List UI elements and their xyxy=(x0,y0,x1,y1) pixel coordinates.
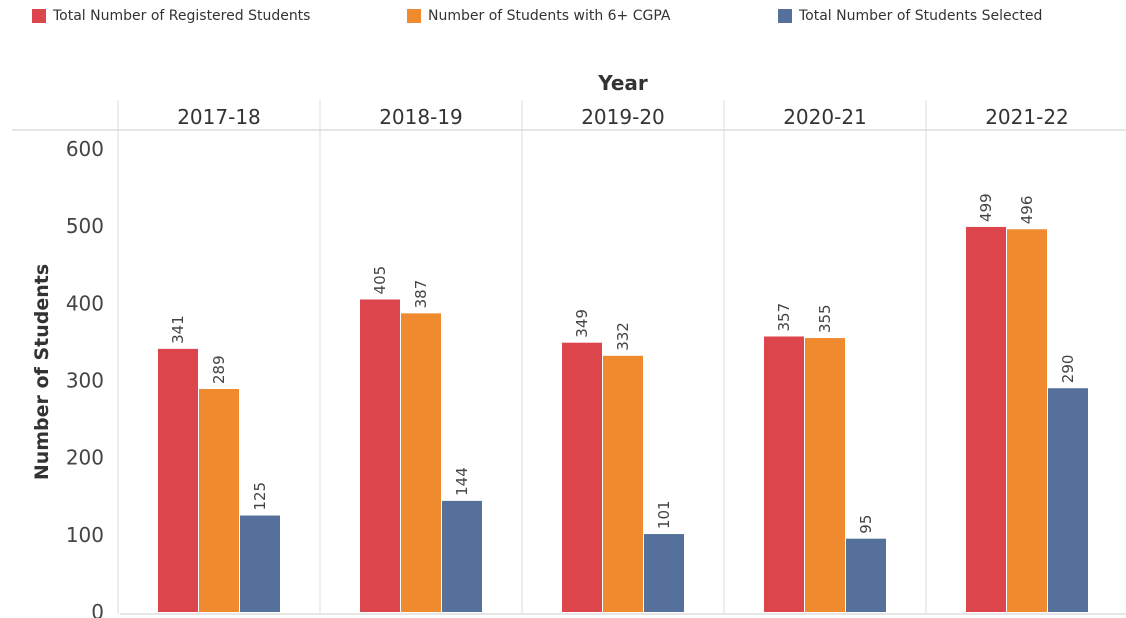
bar xyxy=(562,342,602,612)
bar xyxy=(442,500,482,612)
legend-item-selected: Total Number of Students Selected xyxy=(778,8,1042,24)
y-tick-label: 100 xyxy=(66,523,104,547)
category-header: 2019-20 xyxy=(581,105,665,129)
category-header: 2021-22 xyxy=(985,105,1069,129)
bar xyxy=(240,515,280,612)
legend: Total Number of Registered Students Numb… xyxy=(32,8,1118,36)
data-label: 405 xyxy=(371,266,389,295)
data-label: 101 xyxy=(655,500,673,529)
bar xyxy=(1048,388,1088,612)
bar xyxy=(199,388,239,612)
data-labels: 341 289 125 405 387 144 349 332 101 357 355 95 499 49… xyxy=(169,193,1077,533)
legend-swatch-registered xyxy=(32,9,46,23)
data-label: 387 xyxy=(412,280,430,309)
x-axis-title: Year xyxy=(597,71,648,95)
bar xyxy=(846,538,886,612)
bar xyxy=(603,355,643,612)
bar xyxy=(158,348,198,612)
y-tick-label: 0 xyxy=(91,600,104,618)
y-tick-label: 300 xyxy=(66,369,104,393)
data-label: 496 xyxy=(1018,196,1036,225)
data-label: 290 xyxy=(1059,355,1077,384)
data-label: 499 xyxy=(977,193,995,222)
category-headers: 2017-18 2018-19 2019-20 2020-21 2021-22 xyxy=(177,105,1069,129)
data-label: 144 xyxy=(453,467,471,496)
legend-item-cgpa: Number of Students with 6+ CGPA xyxy=(407,8,670,24)
bar xyxy=(764,336,804,612)
category-header: 2018-19 xyxy=(379,105,463,129)
data-label: 341 xyxy=(169,315,187,344)
data-label: 289 xyxy=(210,355,228,384)
legend-item-registered: Total Number of Registered Students xyxy=(32,8,310,24)
legend-label-cgpa: Number of Students with 6+ CGPA xyxy=(428,8,671,24)
data-label: 357 xyxy=(775,303,793,332)
category-header: 2020-21 xyxy=(783,105,867,129)
y-axis-ticks: 0 100 200 300 400 500 600 xyxy=(66,137,104,618)
legend-swatch-selected xyxy=(778,9,792,23)
bar xyxy=(966,226,1006,612)
bar xyxy=(805,338,845,612)
legend-label-registered: Total Number of Registered Students xyxy=(53,8,311,24)
y-axis-title: Number of Students xyxy=(31,264,53,480)
bar xyxy=(401,313,441,612)
y-tick-label: 600 xyxy=(66,137,104,161)
category-header: 2017-18 xyxy=(177,105,261,129)
panel-dividers xyxy=(117,100,927,614)
legend-swatch-cgpa xyxy=(407,9,421,23)
bar xyxy=(1007,229,1047,612)
data-label: 125 xyxy=(251,482,269,511)
y-tick-label: 200 xyxy=(66,446,104,470)
data-label: 355 xyxy=(816,304,834,333)
y-tick-label: 400 xyxy=(66,291,104,315)
bar xyxy=(360,299,400,612)
bar xyxy=(644,534,684,612)
data-label: 95 xyxy=(857,515,875,534)
bars xyxy=(158,226,1088,612)
legend-label-selected: Total Number of Students Selected xyxy=(799,8,1043,24)
data-label: 332 xyxy=(614,322,632,351)
data-label: 349 xyxy=(573,309,591,338)
y-tick-label: 500 xyxy=(66,214,104,238)
